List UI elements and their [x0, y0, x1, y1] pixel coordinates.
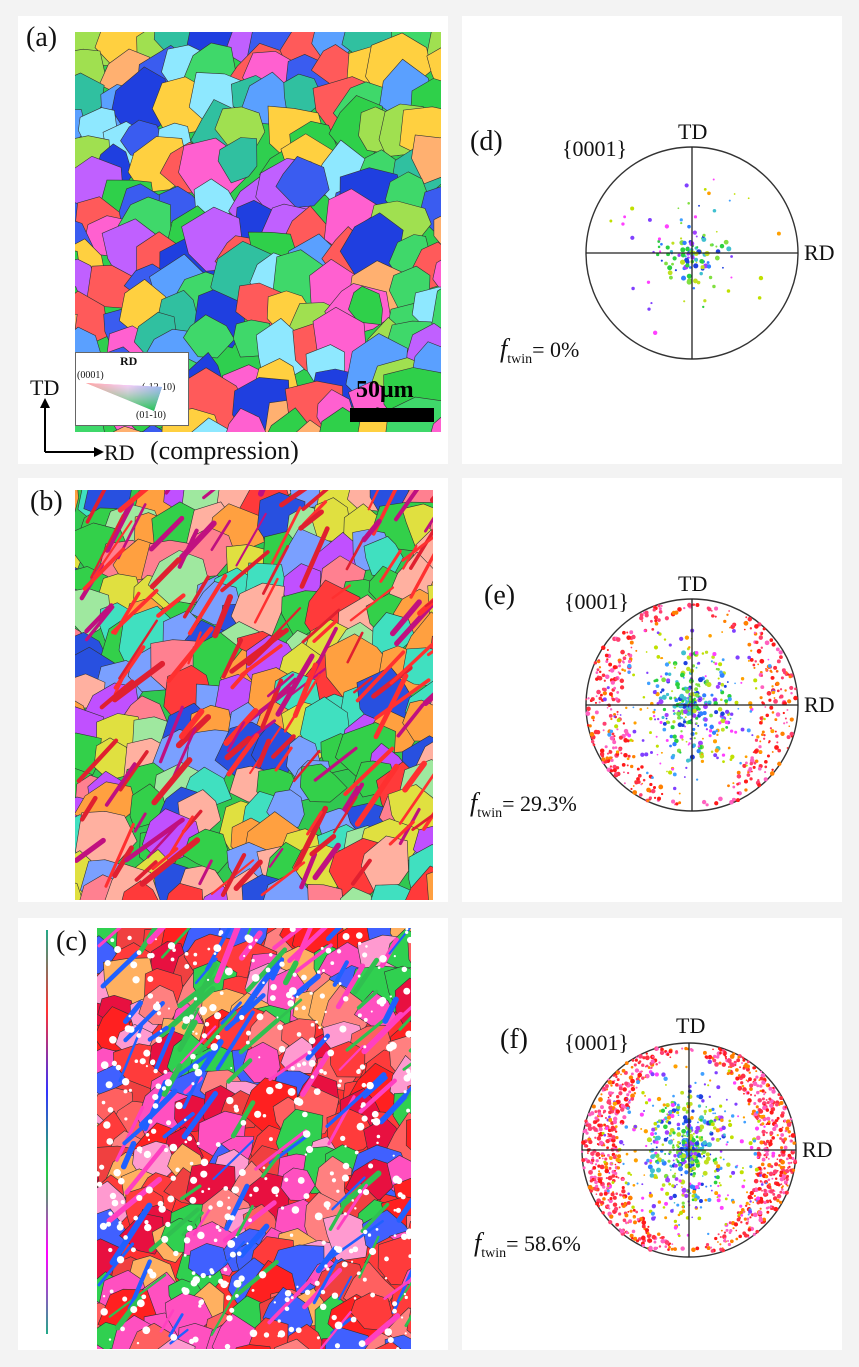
- rd-label-e: RD: [804, 692, 835, 717]
- legend-corner-01-10: (01-10): [136, 410, 166, 421]
- f-symbol-e: f: [470, 788, 478, 817]
- ipf-legend: RD (0001) (-12-10) (01-10): [75, 352, 189, 426]
- f-symbol-f: f: [474, 1228, 482, 1257]
- td-label-d: TD: [678, 119, 708, 144]
- plane-label-e: {0001}: [564, 589, 630, 614]
- f-value-e: = 29.3%: [502, 791, 577, 816]
- f-value-d: = 0%: [532, 337, 580, 362]
- ipf-triangle: [86, 383, 162, 411]
- ebsd-map-c: [97, 928, 411, 1349]
- rd-label-d: RD: [804, 240, 835, 265]
- panel-label-c: (c): [56, 926, 88, 957]
- td-label-f: TD: [676, 1013, 706, 1038]
- compression-label: (compression): [150, 436, 299, 465]
- plane-label-f: {0001}: [564, 1030, 630, 1055]
- twin-fraction-f: ftwin= 58.6%: [474, 1230, 581, 1261]
- axis-td-label: TD: [30, 375, 60, 400]
- axis-rd-label: RD: [104, 440, 135, 465]
- f-sub-d: twin: [507, 352, 533, 367]
- pole-figure-e: [584, 597, 800, 813]
- td-label-e: TD: [678, 571, 708, 596]
- ebsd-map-a: [75, 32, 441, 432]
- plane-label-d: {0001}: [562, 136, 628, 161]
- twin-fraction-d: ftwin= 0%: [500, 336, 579, 367]
- f-sub-f: twin: [481, 1246, 507, 1261]
- f-symbol-d: f: [500, 334, 508, 363]
- panel-label-e: (e): [484, 580, 516, 611]
- panel-label-f: (f): [500, 1024, 528, 1055]
- color-strip-c: [46, 930, 48, 1334]
- scale-bar: [350, 408, 434, 422]
- pole-figure-d: [584, 145, 800, 361]
- f-sub-e: twin: [477, 806, 503, 821]
- f-value-f: = 58.6%: [506, 1231, 581, 1256]
- axis-arrows: [40, 398, 104, 457]
- panel-label-b: (b): [30, 486, 63, 517]
- panel-label-d: (d): [470, 126, 503, 157]
- pole-figure-f: [580, 1041, 798, 1259]
- twin-fraction-e: ftwin= 29.3%: [470, 790, 577, 821]
- ebsd-map-b: [75, 490, 433, 900]
- legend-title: RD: [120, 354, 138, 368]
- panel-label-a: (a): [26, 22, 58, 53]
- scale-bar-label: 50μm: [356, 377, 414, 403]
- legend-corner-0001: (0001): [77, 370, 104, 381]
- rd-label-f: RD: [802, 1137, 833, 1162]
